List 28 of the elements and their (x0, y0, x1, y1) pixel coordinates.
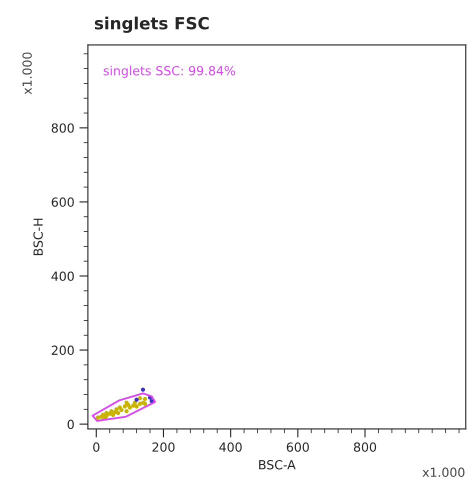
annotation: singlets SSC: 99.84% (104, 66, 236, 78)
y-tick-label: 0 (68, 420, 74, 430)
point (124, 409, 129, 414)
x-tick-label: 400 (219, 442, 242, 452)
y-tick-label: 200 (52, 346, 74, 355)
point (119, 408, 124, 412)
point (111, 412, 116, 417)
text: x1.000 (22, 52, 32, 94)
point (128, 405, 132, 410)
x-axis-title: BSC-A (259, 460, 296, 470)
text: x1.000 (422, 468, 464, 477)
y-tick-label: 400 (51, 271, 74, 281)
y-axis-title: BSC-H (33, 218, 43, 256)
point (134, 398, 139, 402)
point (114, 407, 119, 412)
x-tick-label: 600 (286, 442, 309, 452)
x-tick-label: 800 (354, 442, 376, 452)
point (116, 410, 120, 416)
point (138, 402, 142, 406)
y-tick-label: 600 (52, 197, 74, 207)
point (140, 388, 146, 392)
point (142, 396, 148, 402)
chart-title: singlets FSC (94, 16, 209, 33)
x-tick-label: 200 (152, 442, 175, 452)
point (134, 404, 139, 408)
x-tick-label: 0 (93, 442, 100, 452)
y-tick-label: 800 (52, 123, 74, 133)
point (138, 396, 142, 400)
